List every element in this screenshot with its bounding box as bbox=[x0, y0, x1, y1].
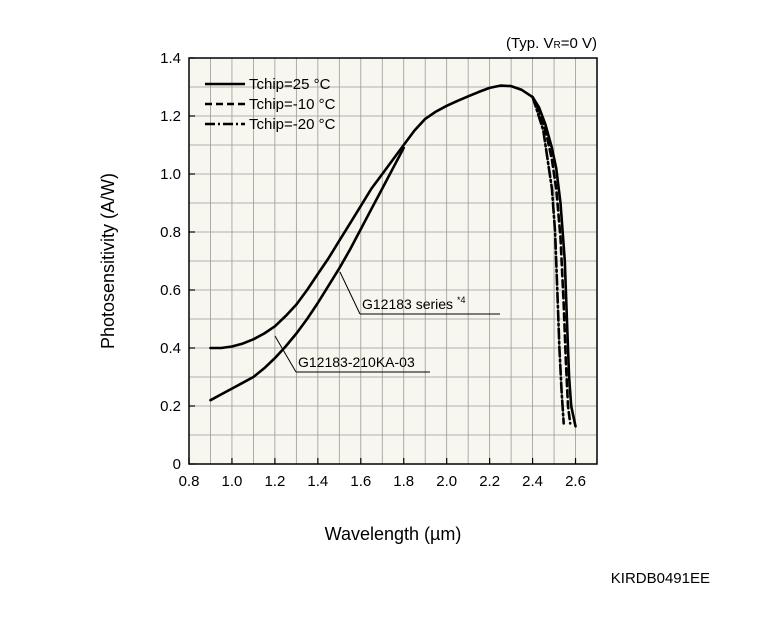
y-tick-label: 0.4 bbox=[160, 340, 181, 357]
series-line-dashed-2 bbox=[531, 95, 572, 425]
legend-label-m10c: Tchip=-10 °C bbox=[249, 96, 336, 113]
x-axis-title: Wavelength (µm) bbox=[325, 524, 462, 544]
x-tick-label: 1.4 bbox=[307, 473, 328, 490]
annotation-g12183-210ka-03: G12183-210KA-03 bbox=[274, 335, 430, 373]
annotation-label: G12183 series *4 bbox=[362, 295, 465, 312]
x-tick-label: 1.2 bbox=[264, 473, 285, 490]
x-tick-label: 2.6 bbox=[565, 473, 586, 490]
grid bbox=[189, 58, 597, 464]
condition-label: (Typ. VR=0 V) bbox=[506, 35, 597, 52]
series-line-solid-0 bbox=[209, 84, 577, 428]
legend-label-m20c: Tchip=-20 °C bbox=[249, 116, 336, 133]
x-tick-label: 2.2 bbox=[479, 473, 500, 490]
y-axis-title: Photosensitivity (A/W) bbox=[98, 173, 118, 349]
y-tick-label: 1.2 bbox=[160, 108, 181, 125]
document-id: KIRDB0491EE bbox=[611, 570, 710, 587]
y-tick-label: 0.6 bbox=[160, 282, 181, 299]
series-group bbox=[209, 84, 577, 428]
x-tick-label: 2.0 bbox=[436, 473, 457, 490]
leader-line bbox=[274, 335, 297, 373]
plot-frame bbox=[188, 57, 598, 465]
legend-label-25c: Tchip=25 °C bbox=[249, 76, 331, 93]
series-line-solid-1 bbox=[209, 146, 405, 402]
legend: Tchip=25 °C Tchip=-10 °C Tchip=-20 °C bbox=[205, 76, 336, 133]
annotation-g12183-series: G12183 series *4 bbox=[339, 271, 500, 315]
x-tick-label: 2.4 bbox=[522, 473, 543, 490]
y-tick-label: 0 bbox=[173, 456, 181, 473]
x-tick-label: 0.8 bbox=[179, 473, 200, 490]
y-tick-label: 1.4 bbox=[160, 50, 181, 67]
leader-line bbox=[339, 271, 361, 315]
x-tick-label: 1.0 bbox=[222, 473, 243, 490]
x-tick-label: 1.8 bbox=[393, 473, 414, 490]
y-tick-label: 0.2 bbox=[160, 398, 181, 415]
y-tick-label: 0.8 bbox=[160, 224, 181, 241]
axis-ticks: 0.8 1.0 1.2 1.4 1.6 1.8 2.0 2.2 2.4 2.6 0 0.2 0.4 0.6… bbox=[160, 50, 586, 490]
annotation-label: G12183-210KA-03 bbox=[298, 354, 415, 370]
series-line-dashdot-3 bbox=[531, 95, 565, 425]
x-tick-label: 1.6 bbox=[350, 473, 371, 490]
y-tick-label: 1.0 bbox=[160, 166, 181, 183]
